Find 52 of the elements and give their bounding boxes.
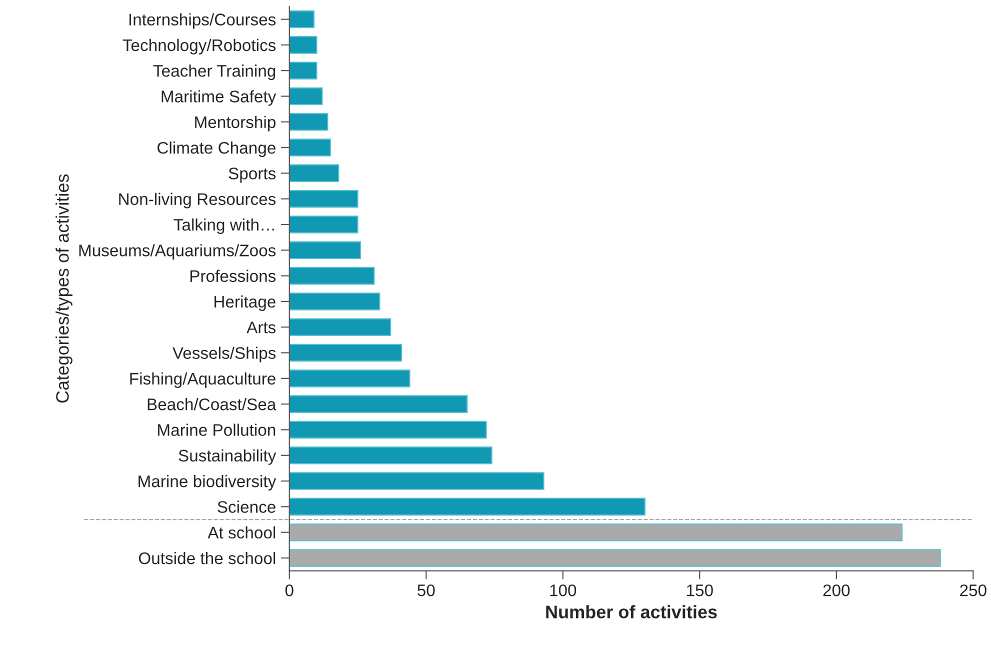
y-tick-label: Sustainability: [178, 449, 276, 465]
bar: [289, 62, 318, 80]
bar: [289, 395, 468, 413]
y-tick-label: Museums/Aquariums/Zoos: [79, 244, 276, 260]
bar: [289, 318, 392, 336]
bar: [289, 523, 903, 542]
bar: [289, 10, 315, 28]
y-tick-label: Climate Change: [158, 142, 276, 158]
y-tick-label: Talking with…: [174, 218, 274, 234]
bar: [289, 164, 340, 182]
y-tick-label: Maritime Safety: [162, 90, 276, 106]
y-tick-label: Science: [218, 500, 276, 513]
y-tick-label: Sports: [228, 168, 276, 183]
y-tick-label: At school: [208, 526, 276, 539]
x-tick-label: 100: [550, 584, 576, 596]
bar: [289, 216, 358, 234]
y-tick-label: Outside the school: [138, 552, 276, 564]
y-tick-label: Marine biodiversity: [138, 475, 276, 491]
y-axis-title: Categories/types of activities: [56, 174, 72, 403]
y-tick-label: Technology/Robotics: [122, 38, 276, 54]
y-tick-label: Mentorship: [195, 116, 276, 132]
x-axis-title: Number of activities: [546, 605, 717, 618]
bar: [289, 549, 941, 567]
x-tick-label: 200: [823, 584, 850, 596]
y-tick-label: Non-living Resources: [119, 192, 276, 208]
y-tick-label: Teacher Training: [153, 64, 276, 80]
x-tick-label: 50: [418, 584, 435, 596]
bar: [289, 87, 323, 106]
bar: [289, 113, 328, 131]
bar: [289, 138, 331, 156]
y-tick-label: Vessels/Ships: [172, 346, 276, 362]
bar: [289, 420, 487, 439]
bar: [289, 241, 362, 260]
bar: [289, 344, 402, 362]
y-tick-label: Beach/Coast/Sea: [148, 398, 276, 410]
bar: [289, 292, 380, 310]
y-tick-label: Internships/Courses: [130, 13, 276, 29]
x-tick-label: 0: [285, 584, 294, 596]
bar: [289, 446, 492, 464]
y-tick-label: Professions: [190, 270, 276, 282]
bar: [289, 498, 646, 516]
bar: [289, 266, 375, 285]
y-tick-label: Arts: [246, 322, 276, 334]
bar: [289, 370, 410, 388]
x-tick-label: 150: [687, 584, 713, 596]
y-tick-label: Marine Pollution: [158, 424, 276, 436]
y-tick-label: Heritage: [214, 295, 276, 311]
y-tick-label: Fishing/Aquaculture: [130, 372, 276, 388]
bar: [289, 472, 544, 490]
bar: [289, 36, 318, 54]
x-tick-label: 250: [960, 584, 986, 596]
bar: [289, 190, 358, 208]
